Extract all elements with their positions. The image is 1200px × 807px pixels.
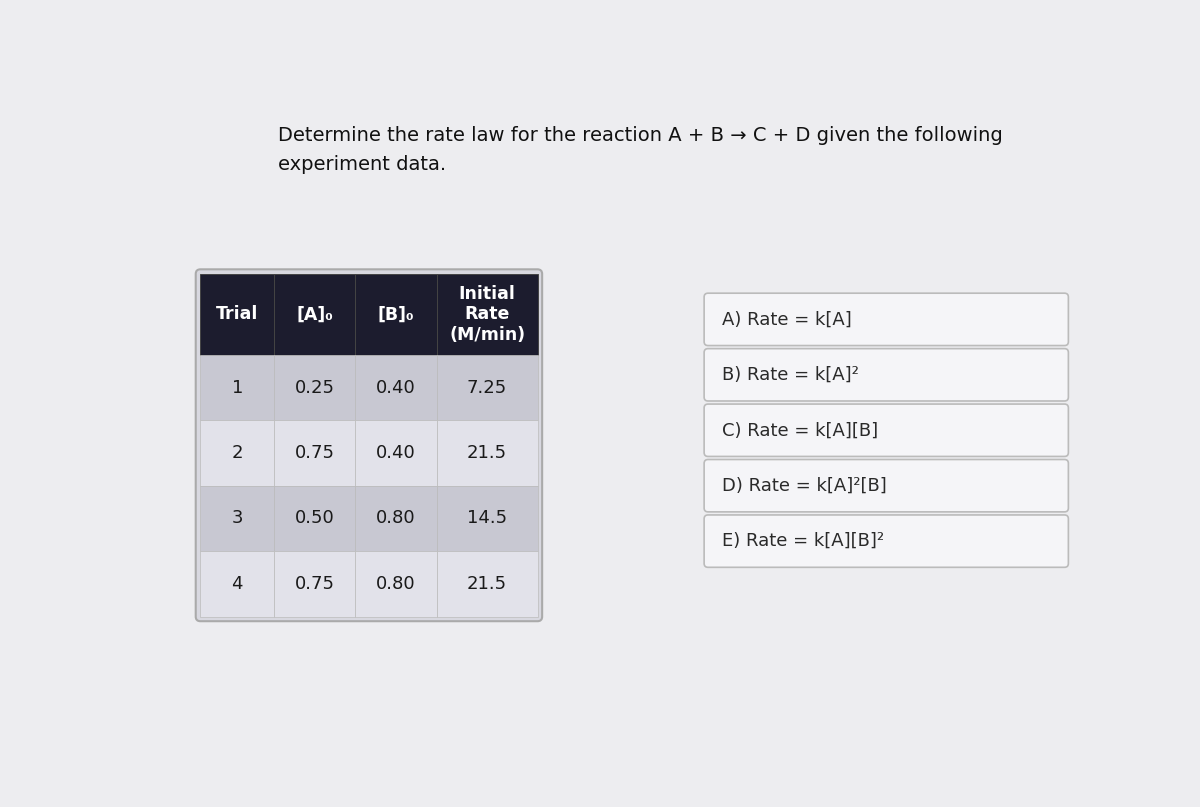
Bar xyxy=(437,355,538,420)
Text: 21.5: 21.5 xyxy=(467,444,508,462)
Bar xyxy=(437,420,538,486)
Text: A) Rate = k[A]: A) Rate = k[A] xyxy=(722,311,852,328)
Text: 14.5: 14.5 xyxy=(467,509,508,528)
Text: 0.80: 0.80 xyxy=(377,509,416,528)
Bar xyxy=(200,486,274,551)
FancyBboxPatch shape xyxy=(196,270,542,621)
Text: 7.25: 7.25 xyxy=(467,378,508,396)
Bar xyxy=(274,420,355,486)
Text: 1: 1 xyxy=(232,378,242,396)
Text: 0.50: 0.50 xyxy=(295,509,335,528)
Text: 21.5: 21.5 xyxy=(467,575,508,593)
Text: [B]₀: [B]₀ xyxy=(378,305,414,324)
Bar xyxy=(274,486,355,551)
Text: B) Rate = k[A]²: B) Rate = k[A]² xyxy=(722,366,859,384)
Text: 0.75: 0.75 xyxy=(295,444,335,462)
Bar xyxy=(355,551,437,617)
Text: 0.75: 0.75 xyxy=(295,575,335,593)
Text: D) Rate = k[A]²[B]: D) Rate = k[A]²[B] xyxy=(722,477,887,495)
FancyBboxPatch shape xyxy=(704,404,1068,457)
Bar xyxy=(274,355,355,420)
Text: 0.40: 0.40 xyxy=(376,378,416,396)
Bar xyxy=(200,420,274,486)
Bar xyxy=(437,486,538,551)
Bar xyxy=(200,274,274,355)
Text: 3: 3 xyxy=(232,509,242,528)
Bar xyxy=(355,486,437,551)
Bar xyxy=(274,274,355,355)
Bar xyxy=(437,551,538,617)
Bar xyxy=(200,551,274,617)
Bar xyxy=(274,551,355,617)
Text: 2: 2 xyxy=(232,444,242,462)
FancyBboxPatch shape xyxy=(704,349,1068,401)
Bar xyxy=(437,274,538,355)
Bar xyxy=(200,355,274,420)
Text: Determine the rate law for the reaction A + B → C + D given the following: Determine the rate law for the reaction … xyxy=(278,126,1003,145)
Text: Trial: Trial xyxy=(216,305,258,324)
Text: E) Rate = k[A][B]²: E) Rate = k[A][B]² xyxy=(722,532,884,550)
Text: 0.25: 0.25 xyxy=(295,378,335,396)
FancyBboxPatch shape xyxy=(704,515,1068,567)
FancyBboxPatch shape xyxy=(704,459,1068,512)
Bar xyxy=(355,420,437,486)
Text: [A]₀: [A]₀ xyxy=(296,305,334,324)
Text: C) Rate = k[A][B]: C) Rate = k[A][B] xyxy=(722,421,878,439)
Bar xyxy=(355,274,437,355)
Text: Initial
Rate
(M/min): Initial Rate (M/min) xyxy=(449,285,526,344)
Text: 0.80: 0.80 xyxy=(377,575,416,593)
Bar xyxy=(355,355,437,420)
Text: 4: 4 xyxy=(232,575,242,593)
Text: experiment data.: experiment data. xyxy=(278,155,446,174)
Text: 0.40: 0.40 xyxy=(376,444,416,462)
FancyBboxPatch shape xyxy=(704,293,1068,345)
